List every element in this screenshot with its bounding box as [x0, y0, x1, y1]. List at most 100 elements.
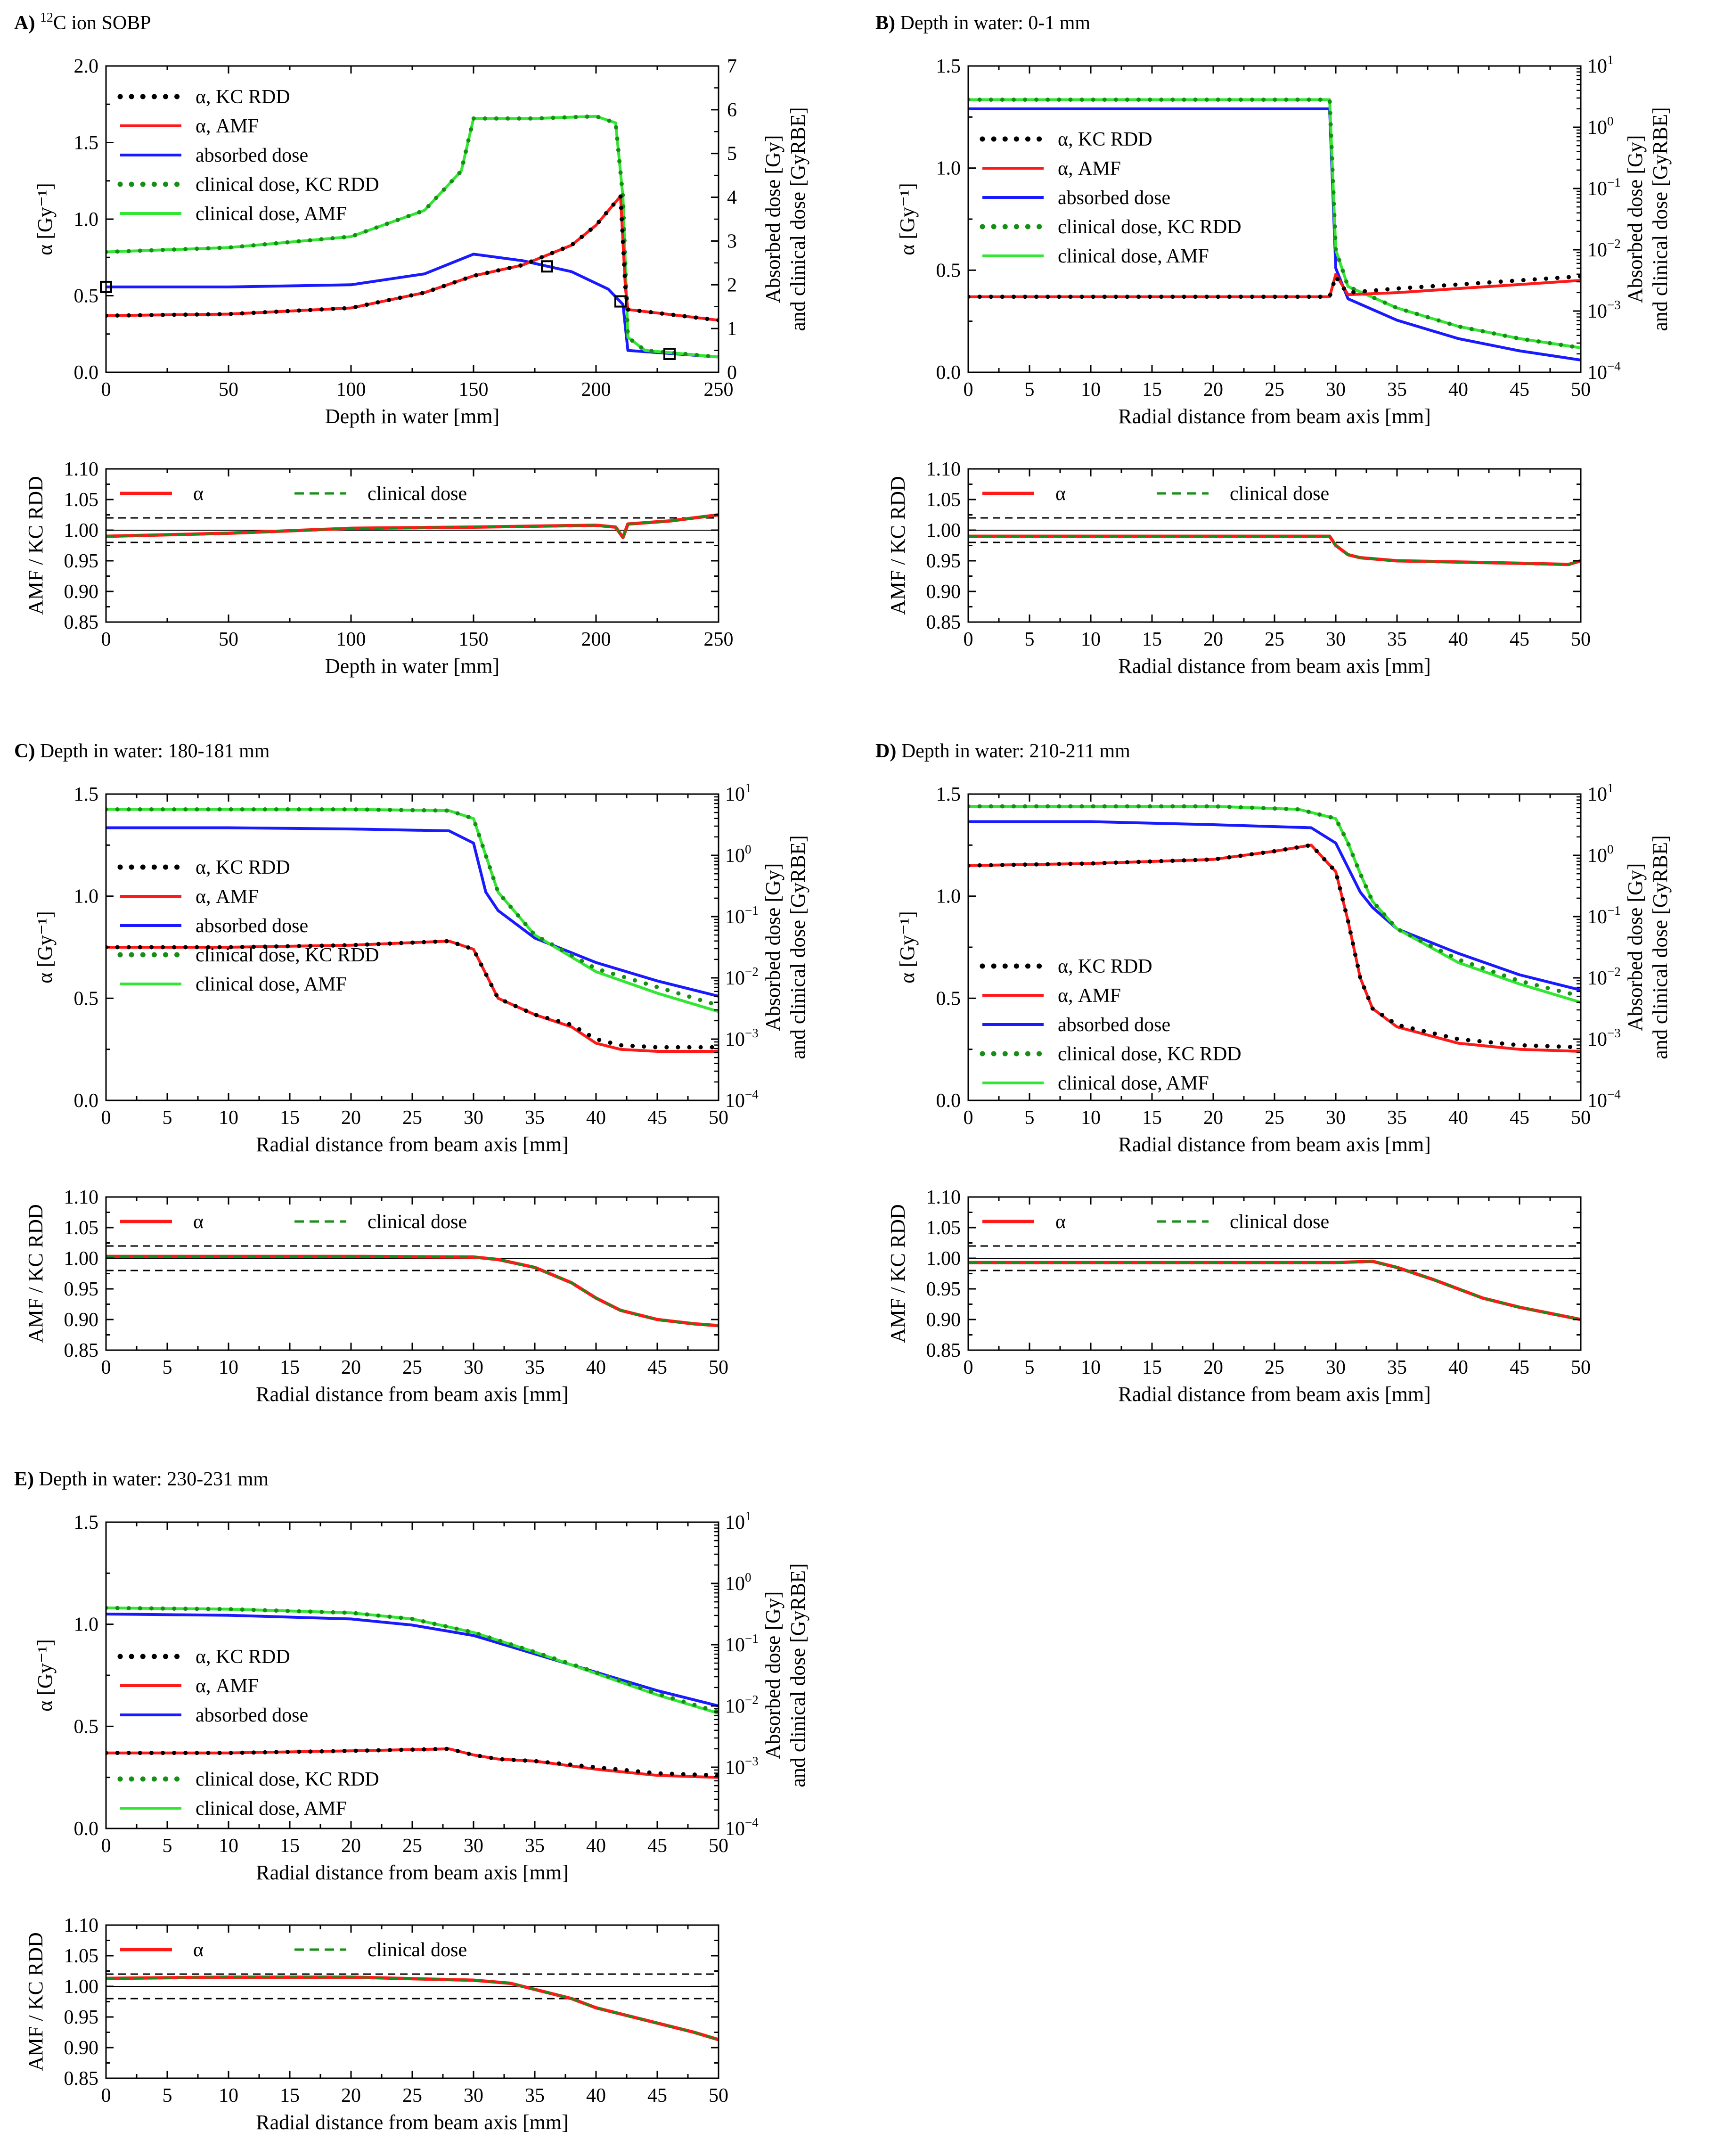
panel-title: B) Depth in water: 0-1 mm	[875, 12, 1090, 34]
legend-label: clinical dose, KC RDD	[196, 1769, 379, 1790]
series-clinical-dose-amf	[106, 1607, 719, 1715]
y2-tick-exponent: −2	[745, 1693, 759, 1707]
y-tick-label: 0.85	[64, 1340, 99, 1361]
x-tick-label: 0	[964, 379, 973, 401]
x-tick-label: 10	[219, 1835, 238, 1857]
x-tick-label: 100	[336, 629, 366, 650]
y-tick-label: 1.0	[74, 886, 99, 908]
y2-tick-exponent: 0	[745, 842, 752, 856]
y2-tick-exponent: −2	[1607, 237, 1621, 251]
y2-axis-label-line1: Absorbed dose [Gy]	[761, 135, 784, 303]
y2-tick-label: 10−4	[725, 1815, 759, 1840]
x-tick-label: 50	[1571, 629, 1591, 650]
y2-tick-label: 1	[727, 318, 737, 340]
x-tick-label: 5	[1025, 1107, 1035, 1129]
panel-title-text: Depth in water: 230-231 mm	[39, 1468, 269, 1490]
ratio-y-axis-label: AMF / KC RDD	[886, 1204, 909, 1343]
legend-label: clinical dose, AMF	[196, 203, 347, 225]
y-tick-label: 1.10	[64, 1187, 99, 1208]
ratio-y-axis-label: AMF / KC RDD	[24, 1204, 47, 1343]
y-tick-label: 0.0	[74, 1818, 99, 1840]
y-tick-label: 1.5	[74, 784, 99, 805]
y-tick-label: 0.85	[64, 612, 99, 633]
y-tick-label: 1.00	[64, 1248, 99, 1270]
x-tick-label: 25	[402, 1107, 422, 1129]
x-tick-label: 45	[1510, 629, 1529, 650]
x-tick-label: 45	[1510, 379, 1529, 401]
ratio-legend-label: clinical dose	[1230, 483, 1329, 505]
y2-tick-exponent: −2	[745, 965, 759, 979]
panel-title-sup: 12	[40, 10, 53, 25]
y2-tick-label: 10−3	[725, 1754, 759, 1779]
legend-label: absorbed dose	[1058, 187, 1170, 209]
y2-axis-label-line2: and clinical dose [GyRBE]	[1649, 107, 1672, 331]
y-tick-label: 1.00	[926, 1248, 961, 1270]
ratio-legend-label: α	[193, 1939, 204, 1961]
x-tick-label: 5	[163, 2085, 172, 2107]
y-tick-label: 1.00	[64, 520, 99, 541]
depth-marker	[663, 348, 676, 360]
y2-tick-label: 10−2	[1587, 965, 1621, 989]
y-tick-label: 1.10	[926, 459, 961, 480]
y2-tick-label: 5	[727, 143, 737, 165]
legend-label: clinical dose, KC RDD	[196, 944, 379, 966]
legend-label: clinical dose, AMF	[1058, 1073, 1209, 1094]
x-tick-label: 15	[1142, 1357, 1162, 1378]
x-tick-label: 0	[964, 1357, 973, 1378]
x-tick-label: 0	[101, 1835, 111, 1857]
legend-label: α, KC RDD	[196, 86, 290, 108]
y-axis-label: α [Gy⁻¹]	[33, 1639, 57, 1712]
series--amf	[106, 940, 719, 1053]
y2-tick-label: 100	[725, 842, 752, 867]
y2-tick-label: 101	[1587, 781, 1614, 805]
y2-tick-label: 10−4	[725, 1087, 759, 1112]
panel-title: A) 12C ion SOBP	[14, 10, 151, 34]
y2-axis-label-line2: and clinical dose [GyRBE]	[786, 835, 809, 1059]
x-tick-label: 15	[280, 2085, 300, 2107]
ratio-legend-label: α	[1055, 483, 1066, 505]
legend-label: absorbed dose	[196, 145, 308, 166]
panel-title-text: C ion SOBP	[53, 12, 151, 34]
x-tick-label: 5	[1025, 379, 1035, 401]
x-axis-label: Radial distance from beam axis [mm]	[1118, 405, 1430, 428]
panel-B: B) Depth in water: 0-1 mm0 5 10 15 20 25 30 35 4…	[875, 12, 1672, 678]
x-tick-label: 250	[704, 629, 734, 650]
x-tick-label: 20	[1203, 629, 1223, 650]
legend-label: α, AMF	[196, 1675, 259, 1697]
ratio-legend-label: clinical dose	[368, 1211, 467, 1233]
x-tick-label: 15	[280, 1107, 300, 1129]
x-tick-label: 150	[459, 379, 489, 401]
y-tick-label: 1.0	[936, 158, 961, 180]
y2-tick-label: 101	[725, 1509, 752, 1533]
series--kc-rdd	[106, 939, 719, 1049]
legend-label: absorbed dose	[196, 1705, 308, 1726]
y2-tick-label: 10−1	[725, 1631, 759, 1656]
y-tick-label: 0.5	[74, 1716, 99, 1738]
y2-tick-label: 10−2	[725, 1693, 759, 1717]
x-tick-label: 0	[101, 1107, 111, 1129]
x-tick-label: 10	[219, 2085, 238, 2107]
panel-E: E) Depth in water: 230-231 mm0 5 10 15 20 25 3…	[14, 1468, 809, 2134]
ratio-legend-label: clinical dose	[1230, 1211, 1329, 1233]
x-tick-label: 15	[1142, 379, 1162, 401]
y2-tick-exponent: 1	[1607, 781, 1614, 795]
x-tick-label: 20	[341, 1835, 361, 1857]
y2-tick-label: 3	[727, 230, 737, 252]
x-tick-label: 45	[1510, 1357, 1529, 1378]
y2-tick-exponent: −3	[745, 1754, 759, 1768]
x-tick-label: 5	[163, 1835, 172, 1857]
y-tick-label: 0.0	[74, 1090, 99, 1112]
x-tick-label: 45	[647, 2085, 667, 2107]
ratio-x-axis-label: Radial distance from beam axis [mm]	[1118, 655, 1430, 678]
legend-label: clinical dose, AMF	[196, 1798, 347, 1820]
y2-tick-exponent: −3	[1607, 1026, 1621, 1040]
x-tick-label: 5	[1025, 1357, 1035, 1378]
y2-tick-label: 10−1	[1587, 903, 1621, 928]
y-axis-label: α [Gy⁻¹]	[896, 183, 919, 255]
y2-tick-label: 101	[725, 781, 752, 805]
y2-axis-label-line2: and clinical dose [GyRBE]	[786, 107, 809, 331]
panel-title-text: Depth in water: 210-211 mm	[901, 740, 1130, 762]
y2-tick-exponent: −4	[745, 1087, 759, 1101]
y-tick-label: 2.0	[74, 56, 99, 77]
